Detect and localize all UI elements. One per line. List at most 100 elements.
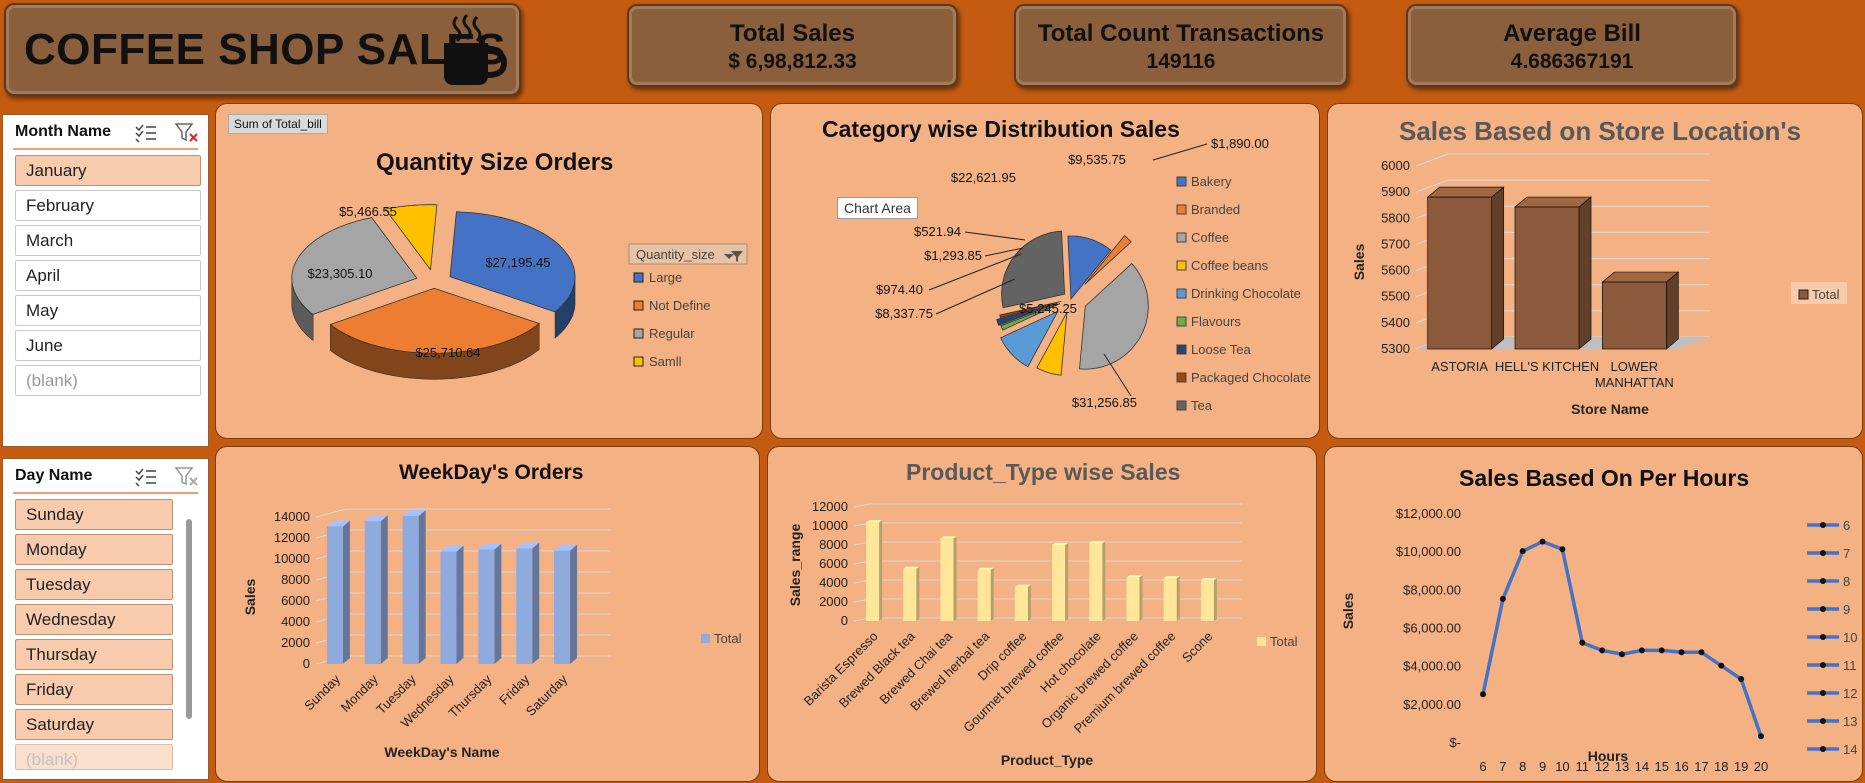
data-label: $31,256.85 [1072, 395, 1137, 410]
y-tick-label: 5700 [1381, 236, 1410, 251]
slicer-item-monday[interactable]: Monday [15, 534, 173, 565]
bar-organic-brewed-coffee [1126, 575, 1143, 621]
slicer-title: Day Name [15, 467, 93, 484]
legend-swatch [701, 634, 710, 643]
slicer-item-saturday[interactable]: Saturday [15, 709, 173, 740]
filter-icon[interactable] [174, 467, 199, 487]
legend-item-branded: Branded [1191, 202, 1240, 217]
legend-item-6: 6 [1843, 518, 1850, 533]
legend-item-bakery: Bakery [1191, 174, 1232, 189]
bar-lower-manhattan [1601, 271, 1680, 350]
slicer-item-june[interactable]: June [15, 330, 201, 361]
kpi-value: $ 6,98,812.33 [728, 50, 857, 73]
y-tick-label: 10000 [274, 551, 310, 566]
slicer-title: Month Name [15, 123, 111, 140]
y-tick-label: 14000 [274, 509, 310, 524]
legend-swatch [1176, 344, 1187, 355]
clear-filter-icon[interactable] [174, 123, 199, 143]
kpi-value: 149116 [1146, 50, 1216, 73]
data-label: $9,535.75 [1068, 152, 1126, 167]
data-label: $27,195.45 [485, 255, 550, 270]
data-label: $8,337.75 [875, 306, 933, 321]
sales-line [1481, 539, 1763, 737]
gridline [1415, 179, 1449, 193]
data-label: $1,890.00 [1211, 136, 1269, 151]
legend-item-8: 8 [1843, 574, 1850, 589]
legend-marker [1820, 522, 1826, 528]
chart-area-tooltip: Chart Area [837, 197, 918, 219]
pie-slice-not-define [329, 287, 541, 354]
product-panel: Product_Type wise Sales 0 2000 4000 6000 800… [767, 446, 1317, 782]
legend-marker [1820, 690, 1826, 696]
data-label: $22,621.95 [951, 170, 1016, 185]
x-tick-label: Sunday [301, 671, 343, 713]
x-tick-label: ASTORIA [1431, 359, 1488, 374]
chart-title: Sales Based on Store Location's [1399, 116, 1802, 146]
x-tick-label: LOWER [1610, 359, 1658, 374]
slicer-item-sunday[interactable]: Sunday [15, 499, 173, 530]
quantity-size-panel: Sum of Total_bill Quantity Size Orders $… [215, 103, 763, 439]
slicer-item-friday[interactable]: Friday [15, 674, 173, 705]
pie-slice-coffee-beans [1036, 312, 1068, 376]
slicer-item-tuesday[interactable]: Tuesday [15, 569, 173, 600]
legend-item-11: 11 [1843, 658, 1857, 673]
legend-marker [1820, 718, 1826, 724]
pie-slice-loose-tea [996, 302, 1058, 326]
legend-swatch [1257, 637, 1266, 646]
data-point [1718, 662, 1725, 669]
x-axis-title: Product_Type [1001, 752, 1094, 768]
hours-panel: Sales Based On Per Hours $- $2,000.00 $4,0… [1324, 446, 1863, 782]
chart-title: WeekDay's Orders [399, 461, 584, 484]
slicer-item-january[interactable]: January [15, 155, 201, 186]
legend-item-14: 14 [1843, 742, 1857, 757]
multi-select-icon[interactable] [135, 124, 157, 143]
x-tick-label: MANHATTAN [1595, 375, 1674, 390]
kpi-label: Total Count Transactions [1037, 20, 1325, 47]
x-tick-label: 9 [1539, 759, 1546, 774]
data-point [1599, 647, 1606, 654]
legend-swatch [1176, 176, 1187, 187]
data-point [1519, 548, 1526, 555]
bar-thursday [478, 543, 502, 664]
multi-select-icon[interactable] [135, 468, 157, 487]
slicer-item-april[interactable]: April [15, 260, 201, 291]
y-tick-label: 4000 [819, 575, 848, 590]
pie-slice-packaged-chocolate [999, 300, 1062, 319]
slicer-item-february[interactable]: February [15, 190, 201, 221]
bar-brewed-chai-tea [940, 536, 957, 621]
x-tick-label: Scone [1179, 629, 1216, 666]
slicer-item-blank[interactable]: (blank) [15, 744, 173, 770]
legend-swatch [1176, 288, 1187, 299]
legend-item-12: 12 [1843, 686, 1857, 701]
slicer-scrollbar[interactable] [186, 519, 192, 719]
legend-swatch [633, 300, 644, 311]
legend-marker [1820, 634, 1826, 640]
legend-swatch [1176, 316, 1187, 327]
bar-hell-s-kitchen [1514, 196, 1592, 350]
legend-item-drinking-chocolate: Drinking Chocolate [1191, 286, 1301, 301]
y-axis-title: Sales_range [787, 524, 803, 607]
legend-swatch [1798, 289, 1809, 300]
y-tick-label: 0 [841, 613, 848, 628]
field-button[interactable]: Sum of Total_bill [228, 114, 328, 134]
y-tick-label: 12000 [812, 499, 848, 514]
hours-line-chart: $- $2,000.00 $4,000.00 $6,000.00 $8,000.00 $1… [1340, 506, 1857, 774]
slicer-item-march[interactable]: March [15, 225, 201, 256]
slicer-item-may[interactable]: May [15, 295, 201, 326]
legend-swatch [1176, 232, 1187, 243]
pie-slice-branded [1084, 234, 1132, 285]
kpi-average-bill: Average Bill 4.686367191 [1406, 4, 1738, 87]
slicer-item-blank[interactable]: (blank) [15, 365, 201, 396]
pie-slice-tea [1001, 230, 1066, 309]
legend-item-9: 9 [1843, 602, 1850, 617]
y-tick-label: 8000 [281, 572, 310, 587]
data-label: $1,293.85 [924, 248, 982, 263]
slicer-item-thursday[interactable]: Thursday [15, 639, 173, 670]
y-tick-label: 4000 [281, 614, 310, 629]
x-tick-label: 13 [1615, 759, 1629, 774]
x-axis-title: WeekDay's Name [384, 744, 499, 760]
slicer-item-wednesday[interactable]: Wednesday [15, 604, 173, 635]
data-point [1738, 676, 1745, 683]
slicer-divider [13, 148, 198, 150]
